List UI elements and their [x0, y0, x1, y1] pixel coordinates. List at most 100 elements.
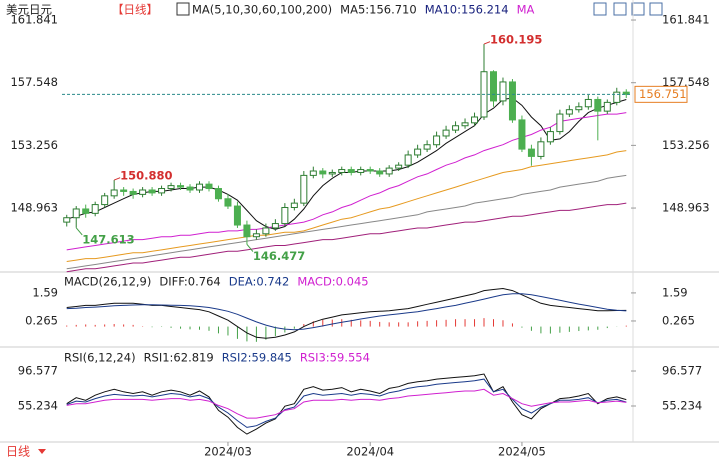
candle-body [148, 189, 156, 194]
candle-body [442, 129, 450, 137]
candle-body [129, 190, 137, 195]
candle-body [186, 186, 194, 191]
candle-body [395, 164, 403, 169]
candle-body [499, 81, 507, 102]
candle-body [72, 208, 80, 219]
candle-body [319, 170, 327, 175]
candle-body [575, 106, 583, 111]
candle-body [82, 208, 90, 214]
candle-body [252, 233, 260, 238]
chart-title: 美元日元 [6, 3, 52, 17]
ma-icon [176, 2, 190, 16]
x-tick-label: 2024/04 [346, 445, 394, 459]
x-tick-label: 2024/05 [498, 445, 546, 459]
candle-body [158, 188, 166, 194]
y-tick-label: 0.265 [25, 313, 58, 327]
candle-body [508, 81, 516, 121]
y-tick-label: 96.577 [18, 364, 58, 378]
toolbar-icons[interactable] [593, 2, 663, 16]
candle-body [489, 71, 497, 102]
candle-body [290, 202, 298, 209]
annotation-label: 146.477 [253, 249, 305, 263]
annotation-leader [113, 177, 121, 181]
annotation-label: 147.613 [82, 232, 134, 246]
y-tick-label: 157.548 [662, 75, 710, 89]
annotation-leader [246, 244, 254, 252]
candle-body [594, 98, 602, 112]
last-price-box [634, 85, 688, 103]
candle-body [205, 183, 213, 190]
annotation-leader [483, 41, 491, 45]
candle-body [91, 204, 99, 214]
candle-body [452, 125, 460, 131]
candle-body [262, 227, 270, 235]
y-tick-label: 161.841 [662, 13, 710, 27]
candle-body [309, 170, 317, 176]
candle-body [414, 148, 422, 156]
candle-body [622, 91, 630, 95]
icon-button[interactable] [613, 2, 627, 16]
legend-item: RSI1:62.819 [144, 351, 214, 365]
candle-body [385, 167, 393, 175]
legend-item: RSI2:59.845 [222, 351, 292, 365]
candle-body [271, 223, 279, 229]
candle-body [196, 183, 204, 191]
y-tick-label: 153.256 [10, 138, 58, 152]
y-tick-label: 0.265 [662, 313, 695, 327]
candle-body [404, 154, 412, 166]
last-price-label: 156.751 [639, 87, 687, 101]
candle-body [433, 135, 441, 146]
icon-button[interactable] [649, 2, 663, 16]
candle-body [366, 169, 374, 172]
y-tick-label: 148.963 [662, 201, 710, 215]
rsi-line [66, 388, 627, 419]
candle-body [63, 217, 71, 223]
x-tick-label: 2024/03 [204, 445, 252, 459]
candle-body [537, 141, 545, 157]
candle-body [233, 205, 241, 226]
legend-item: RSI3:59.554 [300, 351, 370, 365]
candle-body [101, 195, 109, 206]
legend-item: RSI(6,12,24) [64, 351, 136, 365]
candle-body [224, 198, 232, 207]
dropdown-arrow[interactable] [38, 449, 46, 454]
candle-body [300, 174, 308, 204]
candle-body [177, 185, 185, 188]
y-tick-label: 153.256 [662, 138, 710, 152]
annotation-label: 160.195 [490, 33, 542, 47]
legend-item: MA5:156.710 [340, 3, 417, 17]
rsi-line [66, 378, 627, 428]
y-tick-label: 55.234 [18, 399, 58, 413]
dea-line [66, 293, 627, 331]
rsi-line [66, 373, 627, 435]
candle-body [603, 101, 611, 112]
candle-body [546, 131, 554, 143]
legend-item: DIFF:0.764 [159, 275, 220, 289]
period-label: 【日线】 [112, 3, 158, 17]
legend-item: MACD(26,12,9) [64, 275, 151, 289]
period-button[interactable]: 日线 [6, 445, 30, 459]
diff-line [66, 287, 627, 339]
legend-item: DEA:0.742 [229, 275, 290, 289]
icon-button[interactable] [593, 2, 607, 16]
y-tick-label: 148.963 [10, 201, 58, 215]
candle-body [357, 169, 365, 173]
candle-body [423, 144, 431, 150]
candle-body [471, 116, 479, 124]
legend-item: MACD:0.045 [297, 275, 368, 289]
candle-body [120, 189, 128, 192]
annotation-label: 150.880 [120, 169, 172, 183]
icon-button[interactable] [631, 2, 645, 16]
candle-body [461, 122, 469, 127]
ma-line [66, 174, 627, 270]
candle-body [214, 188, 222, 200]
candle-body [338, 169, 346, 173]
y-tick-label: 1.59 [32, 285, 58, 299]
legend-item: MA(5,10,30,60,100,200) [192, 3, 332, 17]
candle-body [376, 170, 384, 175]
candle-body [139, 189, 147, 195]
candle-body [518, 119, 526, 150]
candle-body [328, 171, 336, 175]
ma-line [66, 97, 627, 230]
